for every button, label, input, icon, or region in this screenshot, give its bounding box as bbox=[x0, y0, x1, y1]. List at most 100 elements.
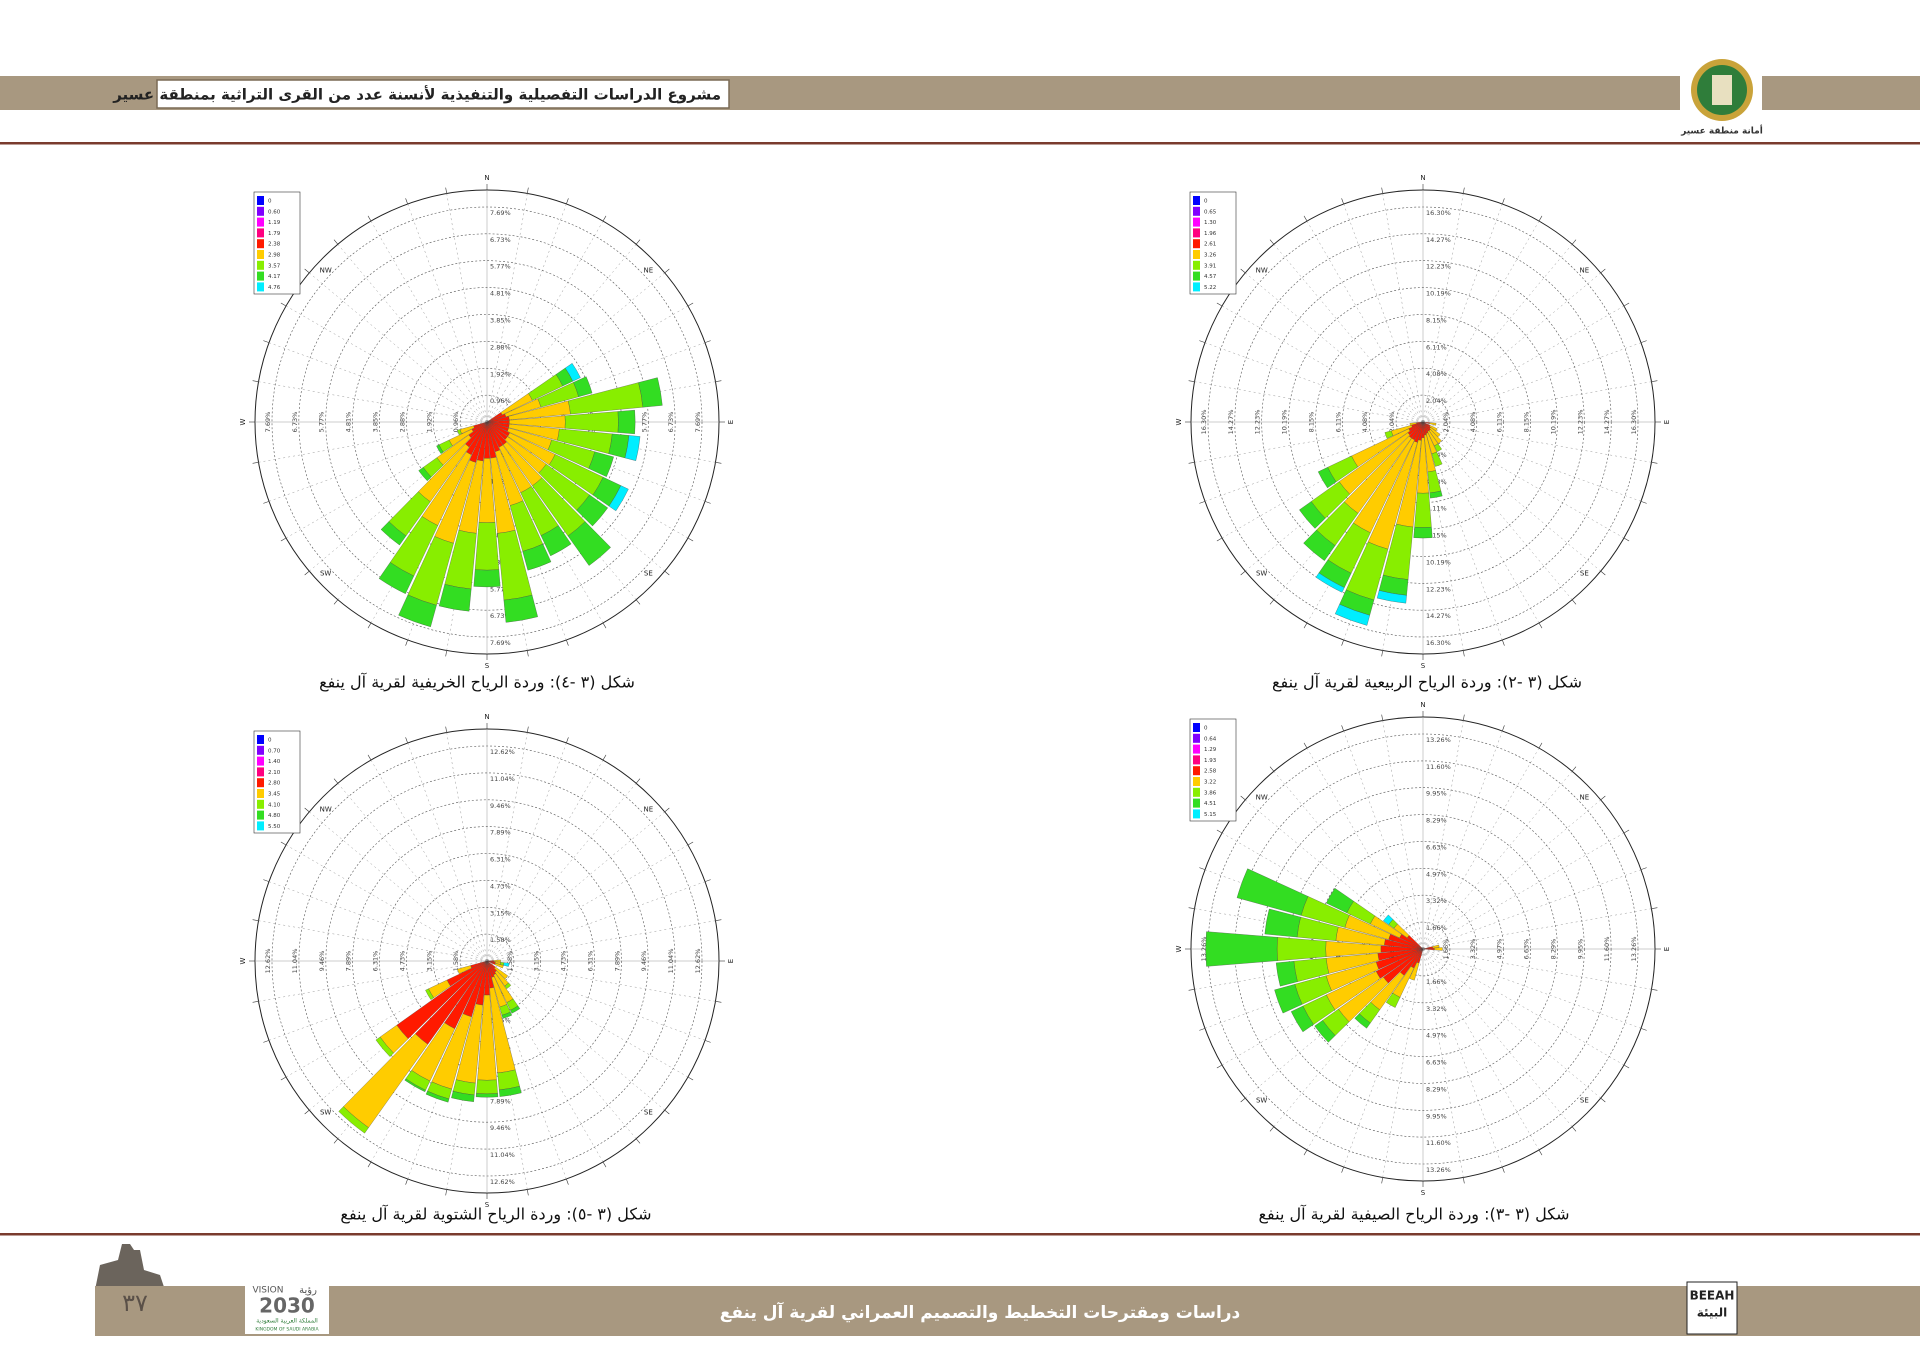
vision-year: 2030 bbox=[259, 1294, 315, 1318]
ring-label: 7.89% bbox=[345, 951, 353, 972]
radial-line bbox=[370, 220, 488, 423]
direction-label: SW bbox=[320, 569, 331, 577]
compass-tick bbox=[635, 599, 641, 605]
radial-line bbox=[486, 960, 706, 1041]
radial-line bbox=[1422, 220, 1540, 423]
ring-label: 0.96% bbox=[452, 412, 460, 433]
direction-label: N bbox=[484, 713, 489, 721]
compass-tick bbox=[1216, 537, 1223, 542]
petal-segment bbox=[380, 521, 407, 546]
compass-tick bbox=[1462, 187, 1465, 194]
ring-label: 8.15% bbox=[1426, 532, 1447, 540]
legend-label: 1.79 bbox=[268, 231, 281, 237]
compass-tick bbox=[1188, 988, 1195, 991]
ring-label: 12.23% bbox=[1576, 410, 1584, 435]
compass-tick bbox=[1381, 650, 1384, 657]
radial-line bbox=[1422, 948, 1540, 1151]
ring-label: 14.27% bbox=[1603, 410, 1611, 435]
legend-swatch bbox=[1193, 217, 1200, 227]
radial-line bbox=[1306, 747, 1424, 950]
petal-segment bbox=[1434, 947, 1443, 951]
ring-label: 4.81% bbox=[490, 290, 511, 298]
petal-segment bbox=[624, 435, 641, 461]
radial-line bbox=[285, 960, 488, 1078]
legend-label: 3.45 bbox=[268, 792, 281, 798]
direction-label: N bbox=[1420, 701, 1425, 709]
petal-segment bbox=[1384, 430, 1394, 439]
ring bbox=[1234, 760, 1612, 1138]
direction-label: SE bbox=[1580, 1096, 1589, 1104]
compass-tick bbox=[304, 268, 310, 274]
radial-line bbox=[258, 381, 488, 423]
direction-label: W bbox=[1175, 945, 1183, 952]
radial-line bbox=[1422, 948, 1601, 1099]
petal-segment bbox=[474, 522, 500, 571]
compass-tick bbox=[1199, 867, 1206, 870]
compass-tick bbox=[1571, 239, 1577, 245]
compass-tick bbox=[304, 807, 310, 813]
compass-tick bbox=[602, 622, 607, 629]
legend-label: 1.40 bbox=[268, 759, 281, 765]
ring-label: 1.58% bbox=[452, 951, 460, 972]
petal-segment bbox=[1334, 604, 1370, 626]
direction-label: NE bbox=[1579, 267, 1589, 275]
radial-line bbox=[486, 960, 716, 1002]
ring-label: 12.23% bbox=[1426, 263, 1451, 271]
chart-caption: شكل (٣ -٢): وردة الرياح الربيعية لقرية آ… bbox=[1272, 673, 1582, 693]
radial-line bbox=[268, 342, 488, 423]
wind-rose: 0.96%0.96%0.96%0.96%1.92%1.92%1.92%1.92%… bbox=[239, 174, 735, 693]
ring-label: 16.30% bbox=[1630, 410, 1638, 435]
legend-swatch bbox=[1193, 744, 1200, 754]
ring bbox=[271, 745, 703, 1177]
legend-label: 5.15 bbox=[1204, 812, 1217, 818]
petal-segment bbox=[404, 1078, 426, 1093]
compass-tick bbox=[405, 198, 408, 205]
compass-tick bbox=[1341, 725, 1344, 732]
compass-tick bbox=[1216, 829, 1223, 834]
radial-line bbox=[1194, 421, 1424, 463]
legend-swatch bbox=[1193, 282, 1200, 292]
ring-label: 6.11% bbox=[1334, 412, 1342, 433]
direction-label: W bbox=[239, 957, 247, 964]
compass-tick bbox=[1600, 1097, 1606, 1103]
legend-swatch bbox=[1193, 206, 1200, 216]
radial-line bbox=[486, 783, 637, 962]
logo-emblem bbox=[1712, 75, 1732, 105]
compass-tick bbox=[1640, 867, 1647, 870]
radial-line bbox=[309, 811, 488, 962]
compass-tick bbox=[263, 501, 270, 504]
legend-swatch bbox=[1193, 196, 1200, 205]
radial-line bbox=[1306, 220, 1424, 423]
compass-tick bbox=[1216, 302, 1223, 307]
compass-tick bbox=[526, 650, 529, 657]
ring-label: 11.60% bbox=[1426, 763, 1451, 771]
compass-tick bbox=[333, 778, 339, 784]
radial-line bbox=[407, 203, 488, 423]
petal-segment bbox=[475, 1093, 499, 1098]
direction-label: SW bbox=[1256, 1096, 1267, 1104]
ring-label: 5.77% bbox=[490, 263, 511, 271]
legend-label: 2.80 bbox=[268, 781, 281, 787]
ring bbox=[406, 880, 568, 1042]
radial-line bbox=[1422, 720, 1464, 950]
petal-segment bbox=[398, 594, 437, 628]
petal-segment bbox=[457, 965, 472, 974]
vision-label-ar: رؤية bbox=[299, 1285, 317, 1296]
direction-label: W bbox=[1175, 418, 1183, 425]
ring-label: 6.73% bbox=[291, 412, 299, 433]
petal-segment bbox=[564, 411, 619, 433]
radial-line bbox=[337, 244, 488, 423]
ring-label: 14.27% bbox=[1227, 410, 1235, 435]
legend-swatch bbox=[1193, 271, 1200, 281]
legend-swatch bbox=[1193, 755, 1200, 765]
radial-line bbox=[486, 742, 567, 962]
petal-segment bbox=[1274, 984, 1303, 1014]
compass-tick bbox=[333, 239, 339, 245]
direction-label: SE bbox=[644, 569, 653, 577]
legend-label: 1.30 bbox=[1204, 220, 1217, 226]
compass-tick bbox=[252, 380, 259, 383]
petal-segment bbox=[504, 982, 512, 989]
compass-tick bbox=[280, 1076, 287, 1081]
footer-bar bbox=[95, 1286, 1920, 1336]
ring-label: 11.04% bbox=[291, 949, 299, 974]
